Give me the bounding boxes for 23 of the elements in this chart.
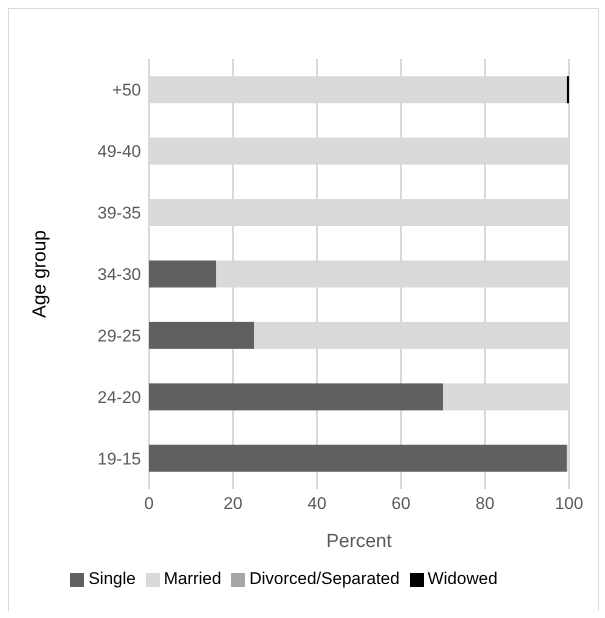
bar [149, 444, 567, 472]
legend-label: Single [88, 569, 136, 588]
legend-label: Divorced/Separated [249, 569, 400, 588]
y-tick-label: +50 [112, 80, 141, 100]
y-tick-label: 19-15 [98, 449, 141, 468]
x-tick-label: 80 [476, 494, 494, 514]
bar [149, 322, 254, 349]
y-tick-label: 39-35 [98, 204, 141, 223]
y-axis-title: Age group [30, 230, 51, 318]
y-tick-label: 24-20 [98, 388, 141, 407]
legend-label: Widowed [428, 569, 498, 588]
y-tick-label: 34-30 [98, 265, 141, 284]
x-tick-label: 100 [554, 494, 584, 514]
y-tick-label: 49-40 [98, 142, 141, 162]
x-axis-title: Percent [326, 531, 392, 552]
x-tick-label: 60 [392, 494, 410, 514]
x-tick-label: 40 [308, 494, 326, 514]
legend-label: Married [164, 569, 222, 588]
bar [149, 383, 443, 410]
bar [149, 260, 216, 288]
x-tick-label: 0 [144, 494, 154, 514]
y-tick-label: 29-25 [98, 326, 141, 346]
x-tick-label: 20 [224, 494, 242, 514]
